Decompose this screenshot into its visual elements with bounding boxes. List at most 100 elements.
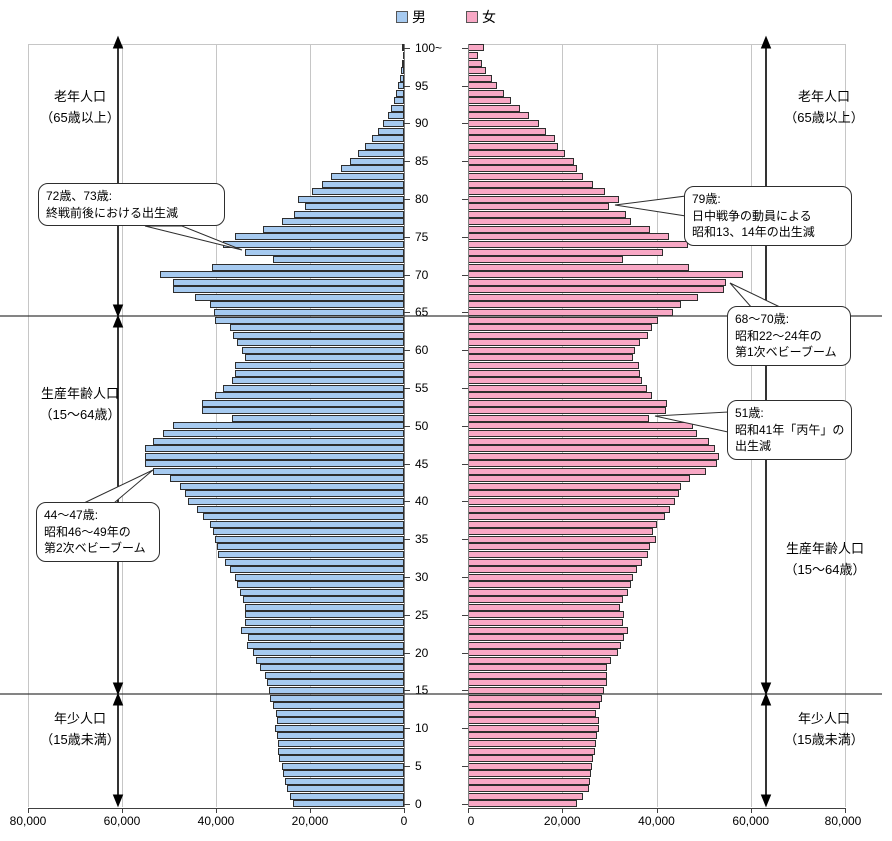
- female-bar-age-91: [468, 112, 530, 120]
- male-bar-age-51: [232, 414, 404, 422]
- group-label-young-left: 年少人口 （15歳未満）: [40, 711, 120, 747]
- age-tick-left-85: [404, 161, 410, 163]
- female-bar-age-87: [468, 142, 558, 150]
- top-gridline-right: [468, 43, 845, 45]
- female-bar-age-77: [468, 218, 631, 226]
- age-tick-right-65: [462, 312, 468, 314]
- male-bar-age-15: [269, 687, 404, 695]
- male-bar-age-61: [236, 339, 404, 347]
- female-bar-age-51: [468, 414, 650, 422]
- male-bar-age-84: [340, 165, 404, 173]
- female-bar-age-20: [468, 649, 619, 657]
- male-bar-age-98: [401, 59, 404, 67]
- female-bar-age-94: [468, 89, 504, 97]
- male-bar-age-34: [216, 543, 404, 551]
- age-tick-left-75: [404, 236, 410, 238]
- female-bar-age-59: [468, 354, 634, 362]
- age-label-90: 90: [415, 116, 429, 131]
- male-bar-age-43: [169, 475, 404, 483]
- age-label-35: 35: [415, 532, 429, 547]
- female-bar-age-61: [468, 339, 641, 347]
- female-bar-age-12: [468, 709, 597, 717]
- female-bar-age-14: [468, 694, 602, 702]
- female-bar-age-65: [468, 309, 674, 317]
- female-bar-age-76: [468, 225, 651, 233]
- male-bar-age-54: [215, 392, 404, 400]
- female-bar-age-1: [468, 792, 584, 800]
- male-bar-age-9: [277, 732, 404, 740]
- legend-item-female: 女: [466, 7, 496, 27]
- male-bar-age-60: [241, 346, 404, 354]
- age-label-80: 80: [415, 191, 429, 206]
- male-bar-age-36: [213, 528, 404, 536]
- male-bar-age-40: [188, 498, 404, 506]
- male-bar-age-96: [399, 74, 404, 82]
- age-label-45: 45: [415, 456, 429, 471]
- age-tick-left-45: [404, 463, 410, 465]
- age-tick-left-60: [404, 350, 410, 352]
- age-tick-right-80: [462, 198, 468, 200]
- male-bar-age-90: [383, 120, 404, 128]
- male-bar-age-56: [231, 377, 404, 385]
- age-label-100: 100~: [415, 40, 443, 55]
- age-tick-left-15: [404, 690, 410, 692]
- male-bar-age-11: [277, 717, 404, 725]
- female-bar-age-97: [468, 67, 487, 75]
- female-bar-age-18: [468, 664, 608, 672]
- female-bar-age-13: [468, 702, 601, 710]
- male-bar-age-17: [264, 671, 404, 679]
- female-bar-age-4: [468, 770, 591, 778]
- male-bar-age-19: [255, 656, 404, 664]
- male-bar-age-85: [349, 157, 404, 165]
- female-bar-age-36: [468, 528, 654, 536]
- female-bar-age-72: [468, 256, 623, 264]
- male-bar-age-97: [400, 67, 404, 75]
- female-bar-age-69: [468, 278, 726, 286]
- male-bar-age-25: [245, 611, 404, 619]
- female-bar-age-30: [468, 573, 634, 581]
- x-tick-left: [28, 807, 29, 813]
- female-bar-age-6: [468, 755, 593, 763]
- top-gridline-left: [28, 43, 404, 45]
- female-bar-age-79: [468, 203, 610, 211]
- female-bar-age-90: [468, 120, 539, 128]
- gridline-left-80000: [28, 43, 29, 808]
- female-bar-age-2: [468, 785, 589, 793]
- callout-44-47: 44～47歳: 昭和46～49年の 第2次ベビーブーム: [36, 502, 160, 562]
- male-bar-age-48: [153, 437, 404, 445]
- female-bar-age-67: [468, 293, 699, 301]
- male-bar-age-68: [173, 286, 404, 294]
- female-bar-age-39: [468, 505, 670, 513]
- male-bar-age-89: [378, 127, 404, 135]
- female-bar-age-11: [468, 717, 600, 725]
- male-bar-age-3: [285, 777, 404, 785]
- age-label-15: 15: [415, 683, 429, 698]
- female-bar-age-29: [468, 581, 631, 589]
- female-bar-age-85: [468, 157, 575, 165]
- female-bar-age-31: [468, 566, 638, 574]
- x-label-left-0: 80,000: [9, 814, 47, 828]
- male-bar-age-26: [245, 603, 404, 611]
- female-bar-age-9: [468, 732, 598, 740]
- legend-female-label: 女: [482, 9, 496, 25]
- female-bar-age-22: [468, 634, 624, 642]
- age-tick-right-90: [462, 123, 468, 125]
- age-tick-right-40: [462, 501, 468, 503]
- x-tick-left: [216, 807, 217, 813]
- female-bar-age-100plus: [468, 44, 485, 52]
- male-bar-age-93: [394, 97, 404, 105]
- age-tick-left-20: [404, 652, 410, 654]
- age-tick-right-50: [462, 425, 468, 427]
- age-label-95: 95: [415, 78, 429, 93]
- female-bar-age-53: [468, 399, 668, 407]
- female-bar-age-7: [468, 747, 596, 755]
- age-tick-right-85: [462, 161, 468, 163]
- gridline-left-60000: [122, 43, 123, 808]
- male-bar-age-8: [278, 739, 404, 747]
- male-bar-age-76: [263, 225, 404, 233]
- female-bar-age-27: [468, 596, 624, 604]
- female-bar-age-88: [468, 135, 556, 143]
- female-bar-age-28: [468, 588, 629, 596]
- male-bar-age-31: [230, 566, 404, 574]
- callout-51: 51歳: 昭和41年「丙午」の 出生減: [727, 400, 853, 460]
